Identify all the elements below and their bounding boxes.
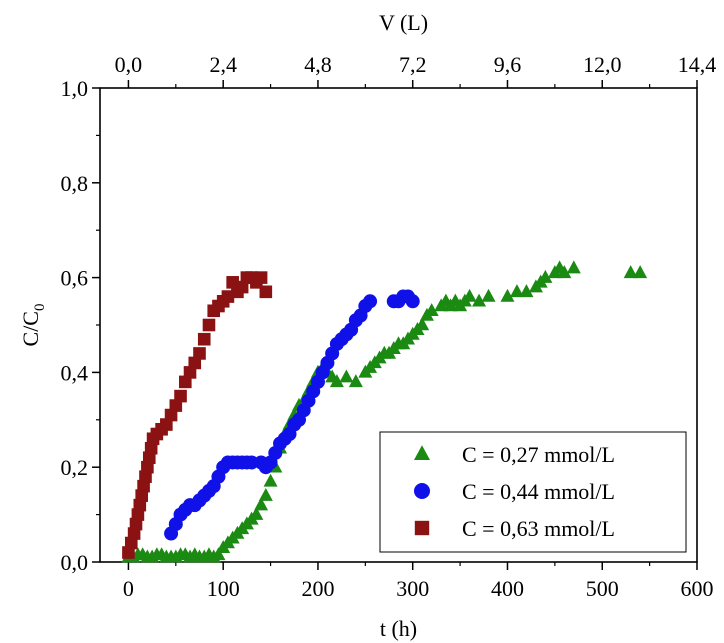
data-point-square (183, 366, 197, 379)
data-point-triangle (249, 506, 264, 520)
data-point-square (259, 285, 273, 299)
data-point-circle (414, 483, 430, 499)
data-point-triangle (254, 497, 269, 511)
legend-item: C = 0,44 mmol/L (414, 479, 615, 504)
y-tick-label: 0,0 (61, 550, 89, 575)
data-point-triangle (263, 473, 278, 487)
top-tick-label: 2,4 (209, 52, 237, 77)
data-point-triangle (509, 284, 524, 298)
series-circle (164, 289, 420, 541)
data-point-square (133, 498, 147, 512)
data-point-triangle (424, 303, 439, 317)
x-tick-label: 600 (681, 576, 714, 601)
data-point-square (178, 375, 192, 389)
data-point-square (188, 356, 202, 370)
data-point-square (135, 489, 148, 502)
data-point-triangle (538, 269, 553, 283)
legend: C = 0,27 mmol/L C = 0,44 mmol/L C = 0,63 m… (379, 431, 687, 553)
data-point-square (164, 408, 178, 422)
y-tick-label: 0,6 (61, 266, 89, 291)
data-point-triangle (258, 487, 273, 501)
data-point-triangle (339, 369, 354, 383)
data-point-square (221, 290, 235, 303)
data-point-square (131, 508, 145, 521)
legend-label: C = 0,27 mmol/L (462, 442, 615, 467)
data-point-triangle (329, 374, 344, 388)
x-tick-label: 400 (491, 576, 524, 601)
ticks-layer: 0 100 200 300 400 500 600 0,0 0,2 0,4 0,6 0,8 1,0 0,0… (61, 52, 717, 601)
data-point-triangle (519, 284, 534, 298)
data-point-square (193, 347, 206, 360)
top-tick-label: 4,8 (304, 52, 332, 77)
top-tick-label: 9,6 (494, 52, 522, 77)
data-point-square (235, 280, 249, 294)
data-point-square (160, 418, 173, 431)
legend-item: C = 0,27 mmol/L (414, 442, 615, 467)
data-point-square (141, 460, 154, 474)
data-point-square (139, 470, 152, 483)
data-point-square (142, 451, 156, 465)
data-point-triangle (633, 265, 648, 279)
legend-label: C = 0,44 mmol/L (462, 479, 615, 504)
data-point-square (127, 527, 141, 540)
x-tick-label: 0 (123, 576, 134, 601)
x-tick-label: 300 (396, 576, 429, 601)
x-tick-label: 500 (586, 576, 619, 601)
top-tick-label: 14,4 (678, 52, 717, 77)
y-tick-label: 0,8 (61, 171, 89, 196)
data-point-triangle (348, 374, 363, 388)
data-point-triangle (414, 445, 430, 460)
y-axis-label: C/C0 (18, 304, 48, 347)
top-axis-label: V (L) (379, 10, 428, 35)
data-point-square (122, 546, 135, 559)
data-point-square (124, 536, 138, 550)
data-point-square (414, 520, 430, 536)
legend-item: C = 0,63 mmol/L (414, 516, 615, 541)
y-axis-label-subscript: 0 (32, 304, 48, 312)
data-point-square (197, 332, 211, 346)
data-point-circle (405, 294, 420, 309)
data-point-square (202, 318, 216, 332)
points-layer (121, 260, 648, 563)
top-tick-label: 12,0 (583, 52, 622, 77)
data-point-square (254, 271, 268, 284)
x-tick-label: 100 (207, 576, 240, 601)
legend-box (379, 431, 687, 553)
y-tick-label: 0,4 (61, 360, 89, 385)
data-point-square (174, 389, 187, 403)
y-axis-label-main: C/C (18, 311, 43, 346)
data-point-square (169, 399, 183, 412)
data-point-triangle (566, 260, 581, 274)
data-point-circle (363, 294, 378, 309)
data-point-triangle (481, 288, 496, 302)
data-point-square (137, 479, 150, 493)
data-point-triangle (557, 265, 572, 279)
data-point-triangle (415, 317, 430, 331)
top-tick-label: 7,2 (399, 52, 427, 77)
x-tick-label: 200 (301, 576, 334, 601)
legend-label: C = 0,63 mmol/L (462, 516, 615, 541)
data-point-triangle (472, 293, 487, 307)
data-point-square (129, 517, 143, 531)
series-square (122, 271, 273, 559)
y-tick-label: 1,0 (61, 76, 89, 101)
data-point-triangle (623, 265, 638, 279)
data-point-square (144, 441, 158, 455)
y-tick-label: 0,2 (61, 455, 89, 480)
data-point-triangle (211, 547, 226, 561)
data-point-square (226, 276, 239, 289)
top-tick-label: 0,0 (115, 52, 143, 77)
x-axis-label: t (h) (380, 616, 417, 641)
data-point-triangle (500, 288, 515, 302)
data-point-triangle (462, 288, 477, 302)
